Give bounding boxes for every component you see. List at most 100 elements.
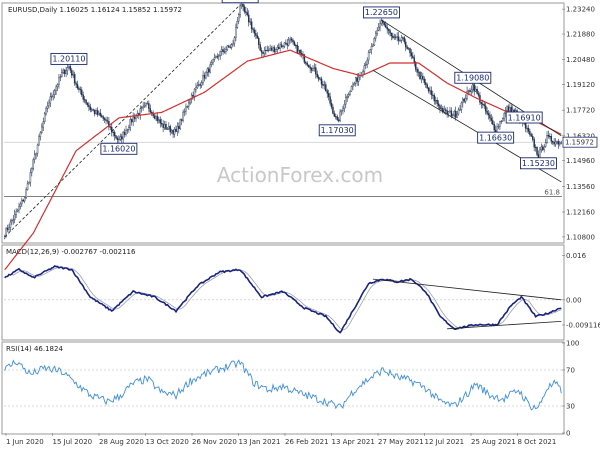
candle bbox=[480, 101, 483, 109]
candle bbox=[437, 100, 440, 109]
candle bbox=[287, 36, 290, 47]
candle bbox=[292, 38, 294, 45]
candle bbox=[79, 86, 82, 95]
candle bbox=[123, 128, 126, 138]
candle bbox=[21, 197, 23, 207]
candle bbox=[91, 107, 93, 113]
candle bbox=[546, 131, 548, 144]
candle bbox=[447, 110, 450, 118]
candle bbox=[99, 108, 102, 118]
candle bbox=[322, 80, 324, 89]
candle bbox=[312, 64, 314, 72]
x-tick-label: 13 Jan 2021 bbox=[239, 438, 281, 446]
candle bbox=[433, 93, 436, 105]
candle bbox=[75, 81, 77, 88]
x-tick-label: 26 Nov 2020 bbox=[192, 438, 237, 446]
candle bbox=[476, 86, 478, 95]
candle bbox=[233, 35, 236, 47]
price-tick-label: 1.14960 bbox=[566, 157, 595, 165]
candle bbox=[232, 39, 234, 47]
rsi-tick-label: 0 bbox=[566, 430, 570, 438]
candle bbox=[82, 91, 84, 103]
x-tick-label: 26 Feb 2021 bbox=[285, 438, 329, 446]
candle bbox=[203, 72, 206, 82]
price-callout: 1.16630 bbox=[477, 131, 515, 144]
candle bbox=[427, 86, 430, 94]
candle bbox=[93, 109, 96, 117]
price-panel bbox=[1, 2, 565, 244]
candle bbox=[406, 44, 408, 50]
candle bbox=[148, 100, 150, 113]
candle bbox=[43, 111, 46, 125]
candle bbox=[353, 81, 356, 86]
candle bbox=[199, 82, 201, 89]
candle bbox=[28, 181, 30, 185]
candle bbox=[159, 116, 162, 128]
candle bbox=[51, 92, 53, 101]
price-callout: 1.15230 bbox=[520, 157, 557, 170]
candle bbox=[200, 80, 203, 88]
price-callout: 1.19080 bbox=[454, 71, 492, 84]
candle bbox=[280, 41, 283, 48]
svg-text:1.16630: 1.16630 bbox=[479, 133, 512, 142]
candle bbox=[255, 29, 257, 40]
candle bbox=[140, 105, 143, 113]
candle bbox=[550, 133, 553, 145]
candle bbox=[549, 133, 551, 140]
candle bbox=[460, 101, 463, 114]
candle bbox=[53, 88, 56, 99]
candle bbox=[534, 144, 537, 152]
candle bbox=[215, 54, 217, 59]
svg-text:1.16020: 1.16020 bbox=[102, 145, 135, 154]
candle bbox=[129, 115, 132, 132]
candle bbox=[285, 39, 287, 46]
candle bbox=[352, 81, 354, 90]
candle bbox=[122, 130, 124, 144]
macd-tick-label: -0.009116 bbox=[566, 321, 600, 329]
candle bbox=[499, 120, 501, 130]
candle bbox=[116, 136, 119, 145]
candle bbox=[32, 157, 34, 171]
candle bbox=[263, 46, 266, 57]
candle bbox=[61, 68, 63, 78]
candle bbox=[265, 45, 267, 56]
candle bbox=[390, 32, 393, 41]
candle bbox=[295, 43, 297, 49]
candle bbox=[276, 44, 279, 54]
candle bbox=[160, 118, 163, 127]
candle bbox=[286, 38, 289, 50]
candle bbox=[432, 90, 434, 100]
candle bbox=[477, 90, 480, 98]
candle bbox=[46, 101, 49, 113]
current-price-label: 1.15972 bbox=[565, 139, 594, 147]
candle bbox=[493, 121, 495, 133]
candle bbox=[62, 68, 64, 74]
candle bbox=[413, 54, 416, 67]
x-tick-label: 28 Aug 2020 bbox=[99, 438, 144, 446]
candle bbox=[133, 113, 136, 122]
candle bbox=[6, 224, 9, 233]
candle bbox=[316, 70, 318, 79]
candle bbox=[300, 49, 303, 58]
candle bbox=[470, 85, 473, 96]
svg-text:1.22650: 1.22650 bbox=[365, 8, 398, 17]
candle bbox=[72, 70, 74, 79]
candle bbox=[229, 44, 231, 49]
candle bbox=[36, 143, 39, 157]
candle bbox=[350, 85, 353, 92]
candle bbox=[392, 32, 394, 40]
candle bbox=[533, 137, 535, 152]
candle bbox=[9, 219, 12, 232]
candle bbox=[436, 97, 438, 107]
candle bbox=[395, 34, 397, 40]
candle bbox=[529, 128, 531, 137]
candle bbox=[26, 180, 29, 191]
candle bbox=[337, 117, 340, 123]
candle bbox=[55, 84, 57, 96]
candle bbox=[206, 67, 209, 77]
candle bbox=[162, 119, 164, 133]
candle bbox=[393, 33, 396, 40]
candle bbox=[156, 113, 159, 124]
price-callout: 1.16910 bbox=[505, 111, 543, 124]
candle bbox=[173, 127, 176, 138]
